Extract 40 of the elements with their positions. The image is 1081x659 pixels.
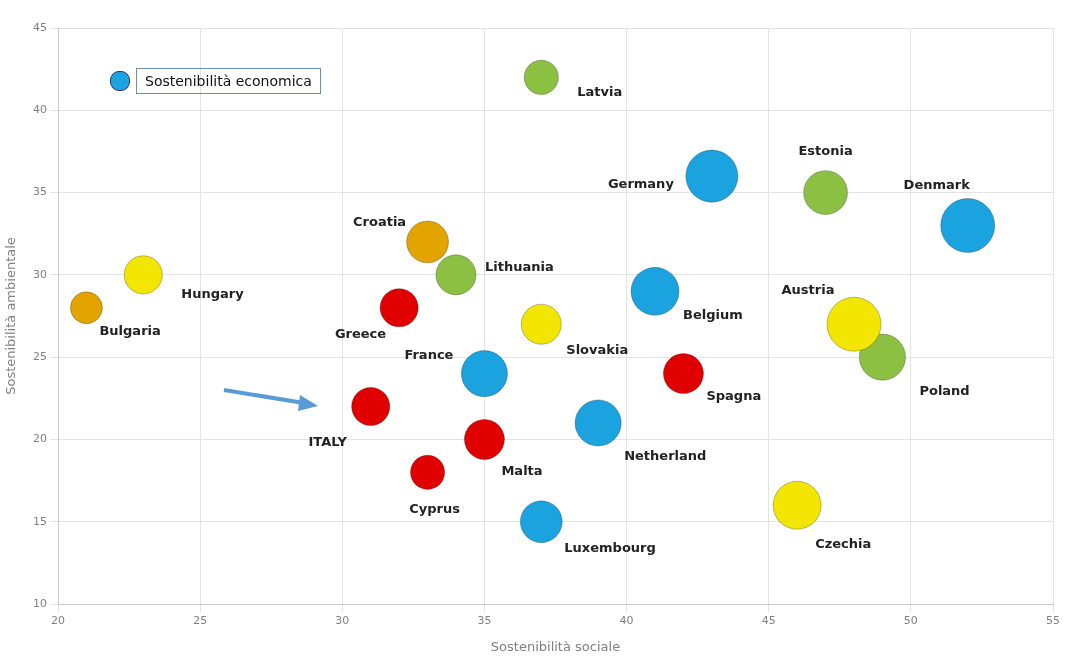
- y-tick-label: 45: [33, 20, 47, 34]
- y-axis-title: Sostenibilità ambientale: [3, 237, 19, 395]
- series-label: Denmark: [903, 176, 971, 192]
- series-label: Netherland: [624, 448, 707, 464]
- series-label: Estonia: [798, 142, 853, 158]
- y-tick-label: 10: [33, 596, 47, 610]
- series-label: Belgium: [683, 306, 743, 322]
- annotation: Sostenibilità economica: [136, 68, 321, 94]
- series-label: Cyprus: [409, 500, 461, 516]
- x-tick-label: 50: [903, 614, 918, 628]
- series-label: Slovakia: [566, 341, 629, 357]
- y-tick-label: 20: [33, 432, 47, 446]
- series-label: Malta: [501, 462, 543, 478]
- series-label: ITALY: [308, 433, 348, 449]
- series-label: Czechia: [815, 535, 872, 551]
- series-label: Austria: [781, 281, 835, 297]
- x-tick-label: 55: [1046, 614, 1060, 628]
- series-label: Spagna: [706, 387, 762, 403]
- y-tick-label: 35: [33, 185, 47, 199]
- x-tick-label: 35: [477, 614, 492, 628]
- x-tick-label: 30: [335, 614, 350, 628]
- y-tick-label: 25: [33, 350, 47, 363]
- x-tick-label: 40: [619, 614, 634, 628]
- series-label: Croatia: [353, 214, 407, 230]
- series-label: Latvia: [577, 83, 623, 99]
- series-label: Bulgaria: [99, 323, 161, 339]
- series-label: Germany: [607, 176, 675, 192]
- series-label: Hungary: [181, 286, 245, 302]
- series-label: Poland: [919, 382, 970, 398]
- y-tick-label: 30: [33, 267, 47, 281]
- x-tick-label: 20: [51, 614, 65, 628]
- series-label: France: [404, 346, 454, 362]
- series-label: Luxembourg: [564, 540, 656, 556]
- series-label: Lithuania: [485, 259, 554, 275]
- x-axis-title: Sostenibilità sociale: [490, 638, 621, 654]
- y-tick-label: 40: [33, 103, 47, 117]
- x-tick-label: 25: [193, 614, 208, 628]
- y-tick-label: 15: [33, 514, 47, 528]
- series-label: Greece: [334, 326, 387, 342]
- x-tick-label: 45: [761, 614, 776, 628]
